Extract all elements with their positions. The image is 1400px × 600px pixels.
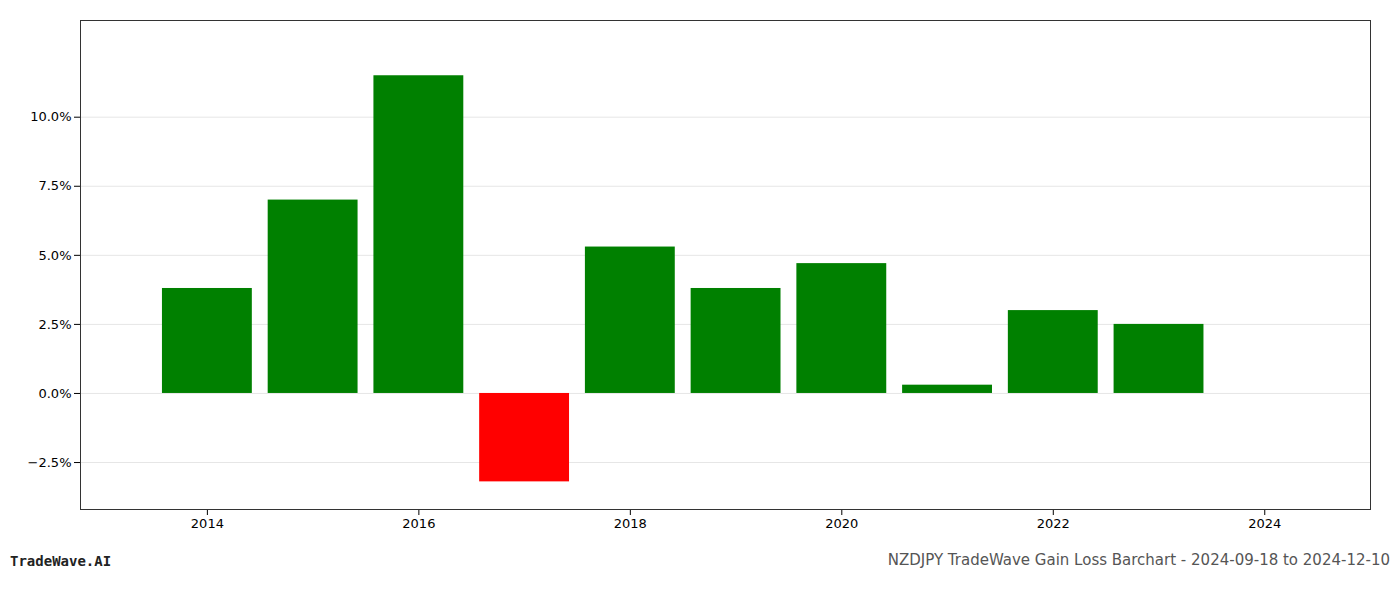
svg-text:2014: 2014 — [191, 516, 224, 531]
svg-text:2.5%: 2.5% — [38, 317, 71, 332]
svg-text:0.0%: 0.0% — [38, 386, 71, 401]
svg-text:−2.5%: −2.5% — [28, 455, 72, 470]
svg-text:10.0%: 10.0% — [30, 109, 71, 124]
svg-text:2018: 2018 — [614, 516, 647, 531]
svg-text:7.5%: 7.5% — [38, 178, 71, 193]
svg-text:5.0%: 5.0% — [38, 247, 71, 262]
svg-text:2024: 2024 — [1248, 516, 1281, 531]
svg-text:2020: 2020 — [825, 516, 858, 531]
html-text:TradeWave.AI: TradeWave.AI — [10, 553, 112, 569]
svg-text:2022: 2022 — [1037, 516, 1070, 531]
html-text:NZDJPY TradeWave Gain Loss Bar: NZDJPY TradeWave Gain Loss Barchart - 20… — [887, 551, 1390, 569]
svg-text:2016: 2016 — [402, 516, 435, 531]
